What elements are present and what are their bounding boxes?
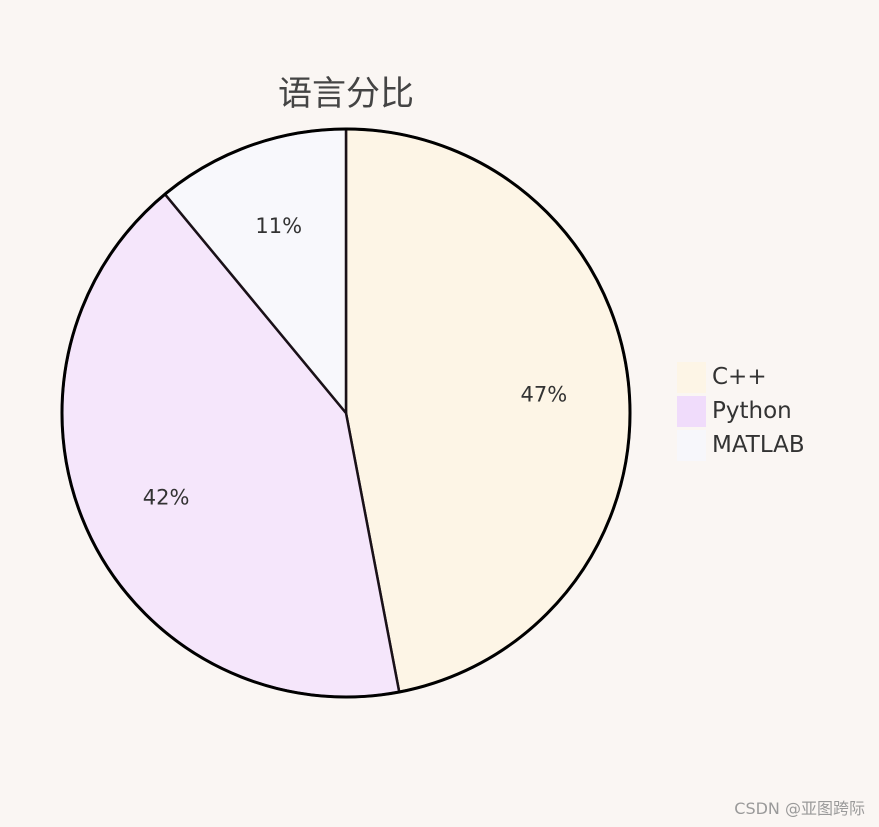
pie-slice-c bbox=[344, 127, 632, 694]
legend-label: Python bbox=[712, 398, 792, 424]
legend-swatch bbox=[677, 396, 706, 427]
chart-title: 语言分比 bbox=[278, 74, 414, 114]
legend-swatch bbox=[677, 362, 706, 393]
watermark: CSDN @亚图跨际 bbox=[734, 799, 865, 818]
pie-slices bbox=[60, 127, 632, 699]
pie-outline bbox=[60, 127, 632, 699]
legend-label: MATLAB bbox=[712, 432, 805, 458]
legend: C++ Python MATLAB bbox=[677, 362, 805, 461]
legend-label: C++ bbox=[712, 364, 767, 390]
slice-value-label: 47% bbox=[521, 382, 568, 406]
legend-swatch bbox=[677, 430, 706, 461]
slice-value-label: 11% bbox=[255, 214, 302, 238]
pie-slice-labels: 47% 42% 11% bbox=[143, 214, 567, 510]
slice-value-label: 42% bbox=[143, 486, 190, 510]
